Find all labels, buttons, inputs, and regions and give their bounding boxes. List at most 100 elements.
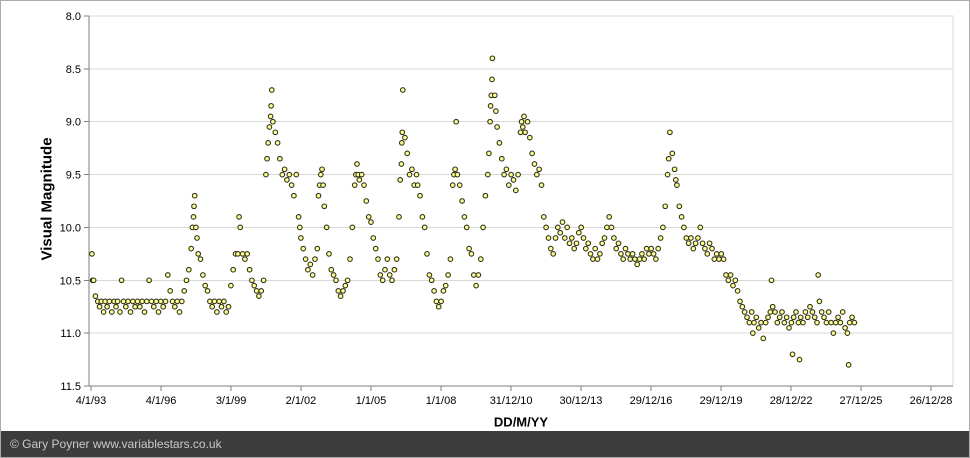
data-point — [118, 277, 125, 284]
data-point — [685, 240, 692, 247]
data-point — [256, 293, 262, 299]
data-point — [716, 256, 722, 262]
data-point — [300, 245, 307, 252]
data-point — [823, 319, 830, 326]
data-point — [749, 330, 756, 336]
x-tick-label: 1/1/05 — [356, 395, 387, 407]
data-point — [809, 309, 816, 315]
data-point — [564, 224, 571, 231]
data-point — [797, 314, 804, 321]
data-point — [296, 224, 303, 231]
data-point — [185, 266, 192, 273]
data-point — [330, 272, 337, 278]
data-point — [382, 266, 388, 273]
data-point — [221, 298, 227, 305]
data-point — [821, 314, 827, 321]
data-point — [786, 325, 792, 331]
data-point — [587, 251, 594, 257]
data-point — [132, 303, 138, 310]
data-point — [438, 298, 444, 305]
data-point — [263, 171, 269, 178]
data-point — [779, 309, 785, 315]
x-tick-label: 29/12/19 — [700, 395, 743, 407]
data-point — [114, 298, 121, 305]
data-point — [732, 277, 739, 284]
data-point — [342, 282, 349, 289]
data-point — [398, 161, 405, 167]
data-point — [594, 256, 601, 262]
data-point — [662, 203, 669, 210]
data-point — [194, 235, 200, 241]
data-point — [648, 245, 655, 252]
data-point — [615, 240, 622, 247]
data-point — [361, 182, 367, 188]
data-point — [372, 245, 379, 252]
data-point — [268, 87, 275, 93]
data-point — [249, 277, 255, 284]
data-point — [796, 356, 803, 363]
data-point — [328, 266, 335, 273]
data-point — [699, 240, 706, 247]
data-point — [384, 256, 391, 262]
data-point — [171, 303, 178, 310]
data-point — [800, 319, 806, 326]
data-point — [561, 235, 568, 241]
data-point — [489, 76, 495, 83]
data-point — [550, 251, 557, 257]
data-point — [468, 251, 475, 257]
x-tick-label: 28/12/22 — [770, 395, 813, 407]
data-point — [349, 224, 356, 231]
data-point — [755, 325, 762, 331]
data-point — [466, 245, 472, 252]
data-point — [545, 235, 552, 241]
data-point — [188, 245, 195, 252]
data-point — [846, 319, 853, 326]
data-point — [825, 309, 832, 315]
data-point — [522, 129, 528, 136]
data-point — [202, 282, 209, 289]
data-point — [157, 298, 164, 305]
data-point — [769, 303, 776, 310]
data-point — [697, 224, 704, 231]
data-point — [291, 192, 297, 199]
data-point — [730, 282, 736, 289]
data-point — [228, 282, 234, 289]
data-point — [737, 298, 743, 305]
data-point — [326, 251, 332, 257]
data-point — [155, 309, 162, 315]
data-point — [120, 298, 127, 305]
data-point — [718, 251, 725, 257]
data-point — [363, 198, 370, 204]
data-point — [264, 155, 270, 162]
data-point — [748, 309, 755, 315]
data-point — [100, 309, 107, 315]
data-point — [312, 256, 318, 262]
data-point — [683, 235, 690, 241]
data-point — [484, 171, 491, 178]
data-point — [470, 272, 477, 278]
data-point — [519, 124, 526, 130]
data-point — [447, 256, 454, 262]
data-point — [789, 351, 796, 358]
data-point — [643, 245, 650, 252]
data-point — [491, 92, 498, 99]
data-point — [839, 309, 846, 315]
data-point — [508, 171, 514, 178]
data-point — [424, 251, 430, 257]
data-point — [655, 245, 662, 252]
data-point — [214, 309, 220, 315]
data-point — [815, 272, 822, 278]
data-point — [379, 277, 386, 284]
data-point — [148, 298, 155, 305]
data-point — [851, 319, 858, 326]
data-point — [320, 182, 326, 188]
data-point — [540, 214, 547, 220]
data-point — [538, 182, 545, 188]
data-point — [692, 240, 699, 247]
data-point — [734, 288, 741, 294]
data-point — [356, 177, 363, 183]
data-point — [389, 277, 395, 284]
x-tick-label: 26/12/28 — [910, 395, 953, 407]
data-point — [632, 256, 638, 262]
data-point — [268, 103, 274, 109]
